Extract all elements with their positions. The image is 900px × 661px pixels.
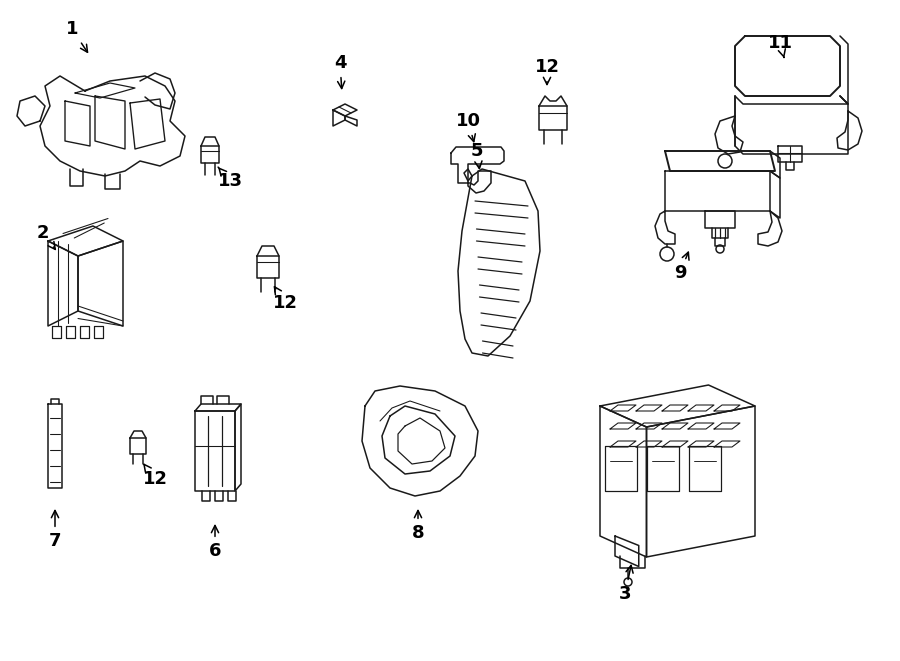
- Text: 11: 11: [768, 34, 793, 58]
- Text: 12: 12: [273, 287, 298, 312]
- Text: 13: 13: [218, 167, 242, 190]
- Text: 10: 10: [455, 112, 481, 141]
- Text: 2: 2: [37, 224, 55, 249]
- Text: 12: 12: [142, 464, 167, 488]
- Text: 5: 5: [471, 142, 483, 169]
- Text: 8: 8: [411, 510, 424, 542]
- Text: 3: 3: [619, 565, 633, 603]
- Text: 4: 4: [334, 54, 346, 89]
- Text: 12: 12: [535, 58, 560, 85]
- Text: 9: 9: [674, 252, 689, 282]
- Text: 6: 6: [209, 525, 221, 560]
- Text: 7: 7: [49, 510, 61, 550]
- Text: 1: 1: [66, 20, 87, 52]
